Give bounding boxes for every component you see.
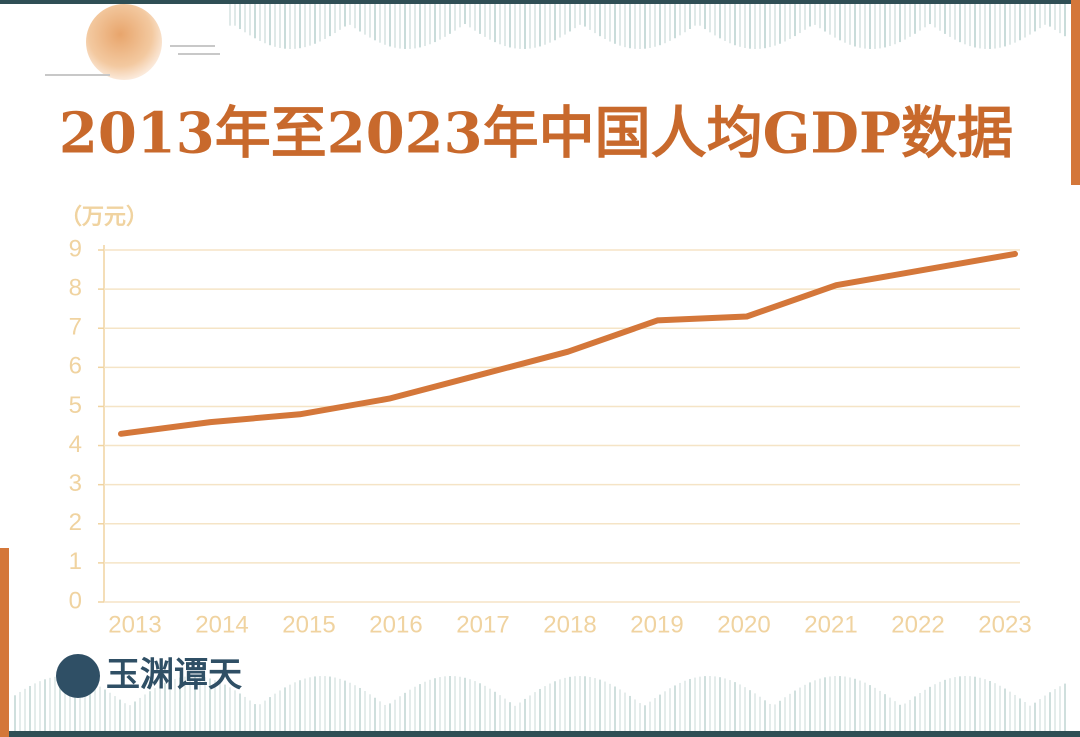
- top-border: [0, 0, 1080, 4]
- x-tick-label: 2021: [804, 611, 857, 638]
- y-tick-label: 4: [69, 431, 82, 458]
- x-tick-label: 2015: [282, 611, 335, 638]
- logo-icon: [56, 654, 100, 698]
- x-tick-label: 2016: [369, 611, 422, 638]
- y-axis-unit: （万元）: [60, 205, 148, 230]
- y-tick-label: 0: [69, 587, 82, 614]
- x-tick-label: 2020: [717, 611, 770, 638]
- x-tick-label: 2014: [195, 611, 248, 638]
- cloud-decoration: [45, 45, 220, 76]
- y-tick-label: 2: [69, 509, 82, 536]
- x-tick-label: 2023: [978, 611, 1031, 638]
- y-tick-label: 6: [69, 353, 82, 380]
- y-tick-label: 5: [69, 392, 82, 419]
- sun-decoration: [86, 4, 162, 80]
- x-tick-label: 2013: [108, 611, 161, 638]
- x-tick-label: 2018: [543, 611, 596, 638]
- chart-title: 2013年至2023年中国人均GDP数据: [59, 101, 1013, 167]
- stripe-decoration: [14, 4, 1066, 731]
- y-tick-label: 1: [69, 548, 82, 575]
- bottom-border: [0, 731, 1080, 737]
- y-tick-label: 7: [69, 314, 82, 341]
- x-tick-label: 2019: [630, 611, 683, 638]
- x-tick-label: 2022: [891, 611, 944, 638]
- x-tick-label: 2017: [456, 611, 509, 638]
- y-tick-label: 8: [69, 274, 82, 301]
- data-line: [118, 250, 1018, 437]
- y-tick-label: 9: [69, 235, 82, 262]
- left-accent: [0, 548, 9, 737]
- y-tick-label: 3: [69, 470, 82, 497]
- logo-text: 玉渊谭天: [106, 655, 242, 695]
- right-accent: [1071, 0, 1080, 185]
